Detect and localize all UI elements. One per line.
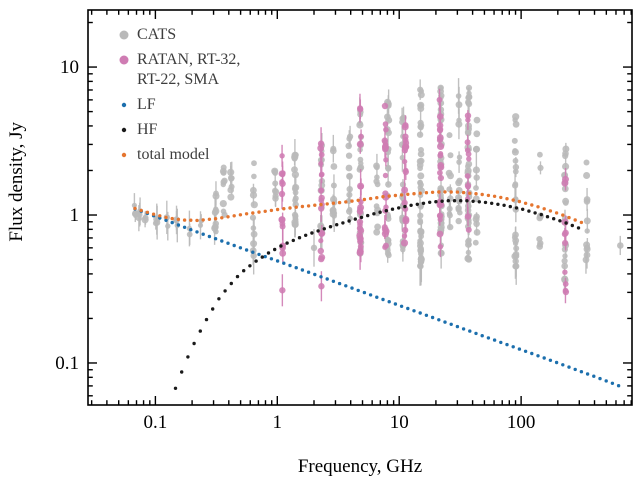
legend-label-line1: RATAN, RT-32, (137, 51, 241, 68)
legend-label: LF (137, 96, 156, 113)
hf-dot-icon (111, 120, 137, 136)
legend-item-ratan: RATAN, RT-32, RT-22, SMA (111, 50, 240, 90)
x-tick-label: 1 (273, 412, 283, 433)
x-tick-label: 10 (390, 412, 409, 433)
legend-item-lf: LF (111, 95, 240, 115)
legend-label: CATS (137, 26, 177, 43)
legend-label-line2: RT-22, SMA (137, 71, 220, 88)
ratan-dot-icon (111, 50, 137, 66)
x-axis-label: Frequency, GHz (297, 456, 423, 477)
legend-label: HF (137, 121, 158, 138)
legend-item-total-model: total model (111, 145, 240, 165)
cats-dot-icon (111, 25, 137, 41)
y-tick-label: 10 (60, 57, 79, 78)
x-tick-label: 100 (507, 412, 536, 433)
lf-dot-icon (111, 95, 137, 111)
x-tick-label: 0.1 (144, 412, 168, 433)
legend-label: RATAN, RT-32, RT-22, SMA (137, 50, 240, 90)
y-axis-label: Flux density, Jy (6, 122, 27, 242)
total-model-dot-icon (111, 145, 137, 161)
y-tick-label: 1 (70, 205, 80, 226)
y-tick-label: 0.1 (55, 353, 79, 374)
legend-item-hf: HF (111, 120, 240, 140)
legend-item-cats: CATS (111, 25, 240, 45)
legend: CATS RATAN, RT-32, RT-22, SMA LF HF (111, 25, 240, 170)
legend-label: total model (137, 146, 210, 163)
